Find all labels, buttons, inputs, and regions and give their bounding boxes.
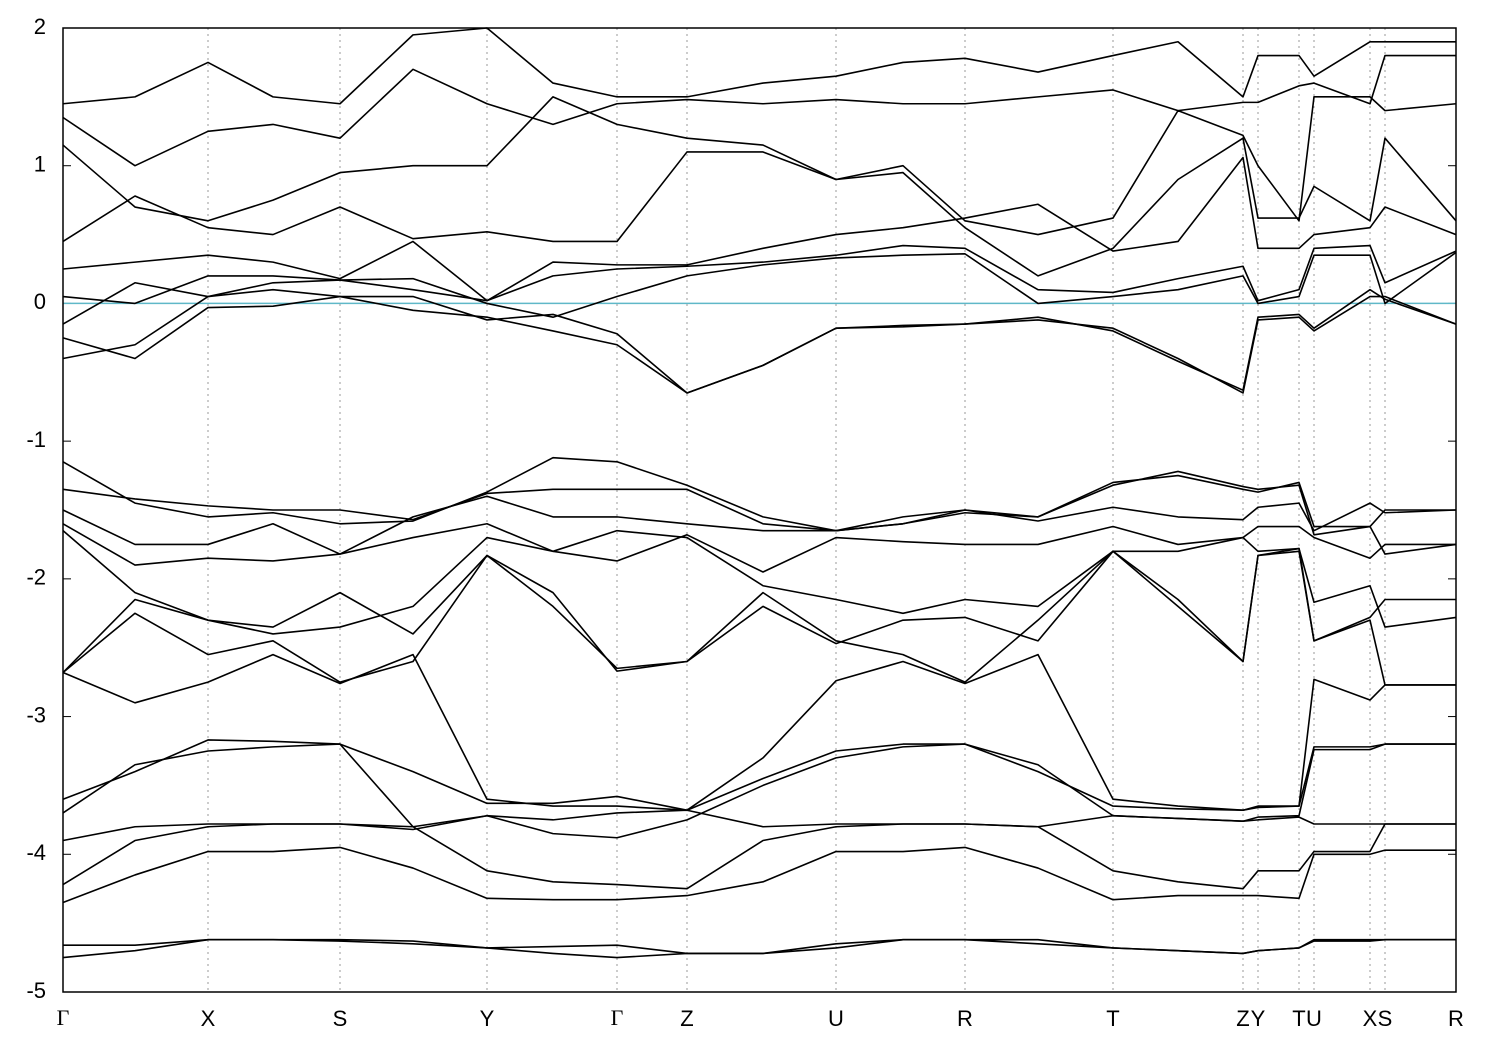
y-tick-label: 1: [34, 152, 46, 177]
band-line: [62, 96, 1457, 236]
band-line: [62, 547, 1457, 674]
band-line: [62, 156, 1457, 302]
band-line: [62, 653, 1456, 812]
band-line: [62, 27, 1456, 105]
band-line: [62, 474, 1457, 555]
x-tick-label: Γ: [611, 1005, 624, 1030]
band-line: [63, 938, 1456, 955]
y-tick-label: 2: [34, 14, 46, 39]
y-tick-label: 0: [34, 289, 46, 314]
band-line: [62, 522, 1456, 573]
x-tick-label: X: [201, 1006, 216, 1031]
y-tick-label: -3: [26, 702, 46, 727]
x-tick-label: T: [1292, 1006, 1305, 1031]
plot-frame: [62, 27, 1457, 993]
x-tick-label: Y: [480, 1006, 495, 1031]
x-tick-label: S: [1378, 1006, 1393, 1031]
y-tick-label: -5: [26, 978, 46, 1003]
y-tick-label: -2: [26, 565, 46, 590]
band-line: [62, 809, 1456, 842]
band-line: [62, 846, 1456, 904]
x-tick-label: R: [1448, 1006, 1464, 1031]
band-line: [62, 244, 1457, 305]
band-line: [62, 529, 1456, 642]
band-line: [62, 54, 1456, 167]
x-tick-label: T: [1106, 1006, 1119, 1031]
x-tick-label: X: [1363, 1006, 1378, 1031]
y-tick-label: -4: [26, 840, 46, 865]
band-line: [62, 288, 1457, 394]
y-tick-label: -1: [26, 427, 46, 452]
x-tick-label: Z: [1236, 1006, 1249, 1031]
x-tick-label: U: [1306, 1006, 1322, 1031]
band-line: [62, 739, 1456, 812]
x-tick-label: U: [828, 1006, 844, 1031]
band-line: [62, 137, 1457, 277]
band-line: [62, 251, 1457, 325]
band-line: [62, 743, 1456, 839]
x-tick-label: Z: [680, 1006, 693, 1031]
x-tick-label: Γ: [57, 1005, 70, 1030]
x-tick-label: R: [957, 1006, 973, 1031]
x-tick-label: S: [333, 1006, 348, 1031]
band-line: [62, 456, 1456, 536]
x-tick-label: Y: [1251, 1006, 1266, 1031]
